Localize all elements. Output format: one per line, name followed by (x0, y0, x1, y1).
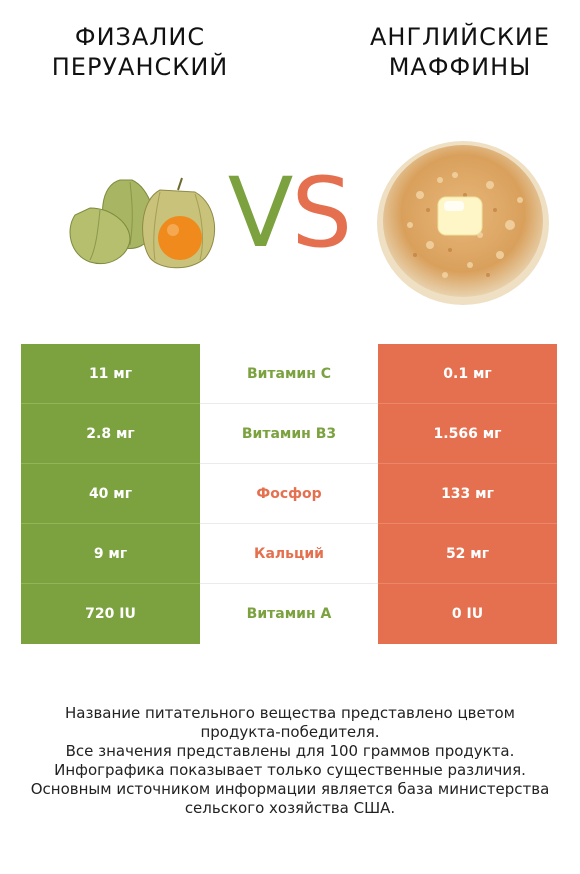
footnote: Название питательного вещества представл… (10, 704, 570, 818)
table-row: 40 мг Фосфор 133 мг (21, 464, 557, 524)
table-row: 11 мг Витамин C 0.1 мг (21, 344, 557, 404)
physalis-image (60, 160, 230, 280)
footnote-line: Основным источником информации является … (30, 780, 550, 798)
right-value: 0 IU (378, 584, 557, 644)
right-title-line2: МАФФИНЫ (388, 53, 532, 81)
right-title-line1: АНГЛИЙСКИЕ (370, 23, 550, 51)
left-food-title: ФИЗАЛИС ПЕРУАНСКИЙ (20, 22, 260, 82)
left-value: 40 мг (21, 464, 200, 524)
table-row: 9 мг Кальций 52 мг (21, 524, 557, 584)
nutrient-name: Витамин C (200, 344, 378, 404)
vs-s: S (291, 157, 352, 269)
footnote-line: продукта-победителя. (200, 723, 380, 741)
footnote-line: Все значения представлены для 100 граммо… (65, 742, 515, 760)
nutrient-comparison-table: 11 мг Витамин C 0.1 мг 2.8 мг Витамин B3… (21, 344, 557, 644)
vs-v: V (227, 157, 294, 269)
right-food-title: АНГЛИЙСКИЕ МАФФИНЫ (340, 22, 580, 82)
right-value: 133 мг (378, 464, 557, 524)
nutrient-name: Витамин A (200, 584, 378, 644)
english-muffin-image (370, 135, 560, 310)
table-row: 720 IU Витамин A 0 IU (21, 584, 557, 644)
vs-label: VS (226, 157, 353, 269)
left-value: 2.8 мг (21, 404, 200, 464)
footnote-line: Название питательного вещества представл… (65, 704, 515, 722)
nutrient-name: Кальций (200, 524, 378, 584)
nutrient-name: Витамин B3 (200, 404, 378, 464)
footnote-line: Инфографика показывает только существенн… (54, 761, 526, 779)
left-value: 9 мг (21, 524, 200, 584)
left-value: 11 мг (21, 344, 200, 404)
footnote-line: сельского хозяйства США. (184, 799, 396, 817)
right-value: 1.566 мг (378, 404, 557, 464)
nutrient-name: Фосфор (200, 464, 378, 524)
table-row: 2.8 мг Витамин B3 1.566 мг (21, 404, 557, 464)
left-value: 720 IU (21, 584, 200, 644)
left-title-line2: ПЕРУАНСКИЙ (51, 53, 229, 81)
left-title-line1: ФИЗАЛИС (74, 23, 206, 51)
right-value: 52 мг (378, 524, 557, 584)
right-value: 0.1 мг (378, 344, 557, 404)
